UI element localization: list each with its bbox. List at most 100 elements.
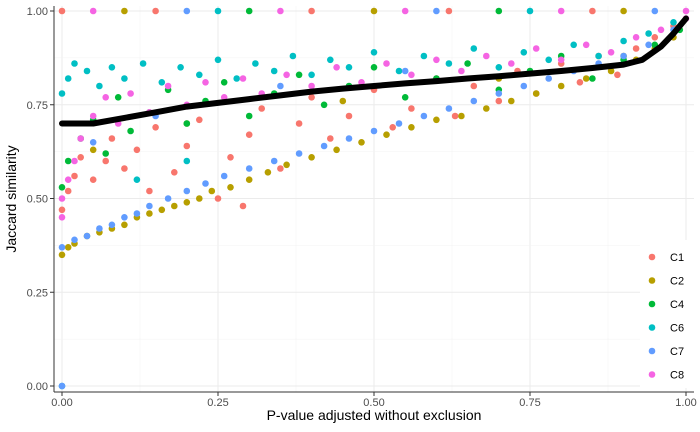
trend-line	[59, 15, 689, 127]
data-point-c1	[495, 97, 503, 105]
data-point-c2	[607, 67, 615, 75]
data-point-c4	[220, 79, 228, 86]
data-point-c8	[127, 90, 134, 97]
legend-label-c2: C2	[670, 276, 684, 288]
data-point-c7	[83, 232, 91, 240]
data-point-c8	[682, 7, 690, 15]
data-point-c6	[620, 37, 627, 45]
data-point-c8	[71, 157, 78, 165]
data-point-c1	[239, 202, 247, 210]
data-point-c7	[520, 82, 528, 90]
data-point-c6	[470, 45, 478, 52]
data-point-c8	[458, 67, 465, 75]
data-point-c8	[532, 45, 540, 52]
data-point-c1	[108, 135, 116, 142]
data-point-c6	[64, 75, 72, 82]
y-tick-label: 0.25	[27, 287, 48, 299]
y-tick-label: 0.00	[27, 381, 48, 393]
data-point-c1	[196, 116, 203, 124]
data-point-c2	[227, 184, 234, 191]
data-point-c1	[227, 154, 234, 161]
data-point-c7	[108, 221, 116, 229]
data-point-c8	[333, 64, 340, 71]
data-point-c2	[433, 116, 440, 124]
data-point-c7	[420, 112, 428, 120]
data-point-c2	[171, 202, 178, 210]
data-point-c6	[58, 90, 66, 97]
data-point-c4	[495, 7, 503, 15]
legend-key-c8	[648, 371, 656, 378]
data-point-c2	[358, 139, 365, 146]
x-tick-label: 0.25	[207, 397, 228, 409]
data-point-c1	[102, 157, 109, 165]
y-tick-label: 0.75	[27, 100, 48, 112]
data-point-c6	[545, 56, 552, 64]
data-point-c6	[345, 64, 353, 71]
data-point-c7	[545, 75, 552, 82]
data-point-c8	[77, 135, 84, 142]
data-point-c1	[295, 120, 303, 127]
legend-key-c6	[648, 324, 656, 331]
data-point-c8	[89, 112, 97, 120]
data-point-c1	[589, 7, 596, 15]
data-point-c2	[308, 154, 315, 161]
data-point-c8	[557, 7, 565, 15]
legend-label-c8: C8	[670, 370, 684, 382]
legend-key-c4	[648, 300, 656, 308]
x-tick-label: 0.75	[519, 397, 540, 409]
data-point-c7	[133, 210, 141, 217]
legend: C1 C2 C4 C6 C7 C8	[640, 240, 694, 388]
legend-key-c7	[648, 347, 656, 355]
data-point-c2	[121, 221, 128, 229]
y-axis-title: Jaccard similarity	[3, 145, 19, 252]
data-point-c4	[245, 112, 253, 120]
data-point-c7	[445, 105, 453, 112]
data-point-c2	[196, 195, 203, 202]
data-point-c2	[508, 97, 515, 105]
data-point-c6	[96, 82, 103, 90]
data-point-c6	[71, 60, 78, 67]
data-point-c7	[183, 7, 191, 15]
data-point-c2	[89, 146, 97, 154]
data-point-c1	[152, 7, 159, 15]
data-point-c1	[58, 206, 66, 214]
data-point-c8	[607, 49, 615, 56]
grid-lines	[54, 6, 694, 392]
data-point-c1	[451, 112, 459, 120]
data-point-c1	[58, 7, 66, 15]
data-point-c2	[483, 105, 490, 112]
data-point-c8	[433, 56, 440, 64]
data-point-c8	[508, 60, 515, 67]
data-point-c4	[401, 94, 409, 101]
data-point-c7	[277, 82, 284, 90]
data-point-c6	[445, 60, 453, 67]
data-point-c7	[202, 180, 209, 187]
data-point-c7	[401, 67, 409, 75]
x-tick-label: 1.00	[675, 397, 696, 409]
data-point-c1	[614, 71, 621, 79]
legend-label-c1: C1	[670, 252, 684, 264]
data-point-c7	[220, 172, 228, 180]
data-point-c6	[495, 64, 503, 71]
data-point-c7	[370, 127, 378, 135]
data-point-c4	[114, 94, 122, 101]
x-axis-title: P-value adjusted without exclusion	[267, 407, 482, 423]
data-point-c4	[64, 157, 72, 165]
data-point-c8	[383, 60, 390, 67]
data-point-c1	[171, 169, 178, 176]
data-point-c2	[582, 75, 590, 82]
data-point-c4	[58, 184, 66, 191]
data-point-c7	[495, 90, 503, 97]
data-point-c2	[458, 112, 465, 120]
data-point-c6	[121, 75, 128, 82]
data-point-c2	[146, 210, 153, 217]
data-point-c4	[183, 120, 191, 127]
data-point-c1	[77, 154, 84, 161]
data-point-c1	[576, 79, 584, 86]
data-point-c2	[532, 90, 540, 97]
data-point-c6	[177, 64, 184, 71]
data-point-c1	[277, 165, 284, 172]
data-point-c8	[64, 176, 72, 183]
data-point-c8	[632, 34, 640, 41]
legend-key-c2	[648, 277, 656, 284]
